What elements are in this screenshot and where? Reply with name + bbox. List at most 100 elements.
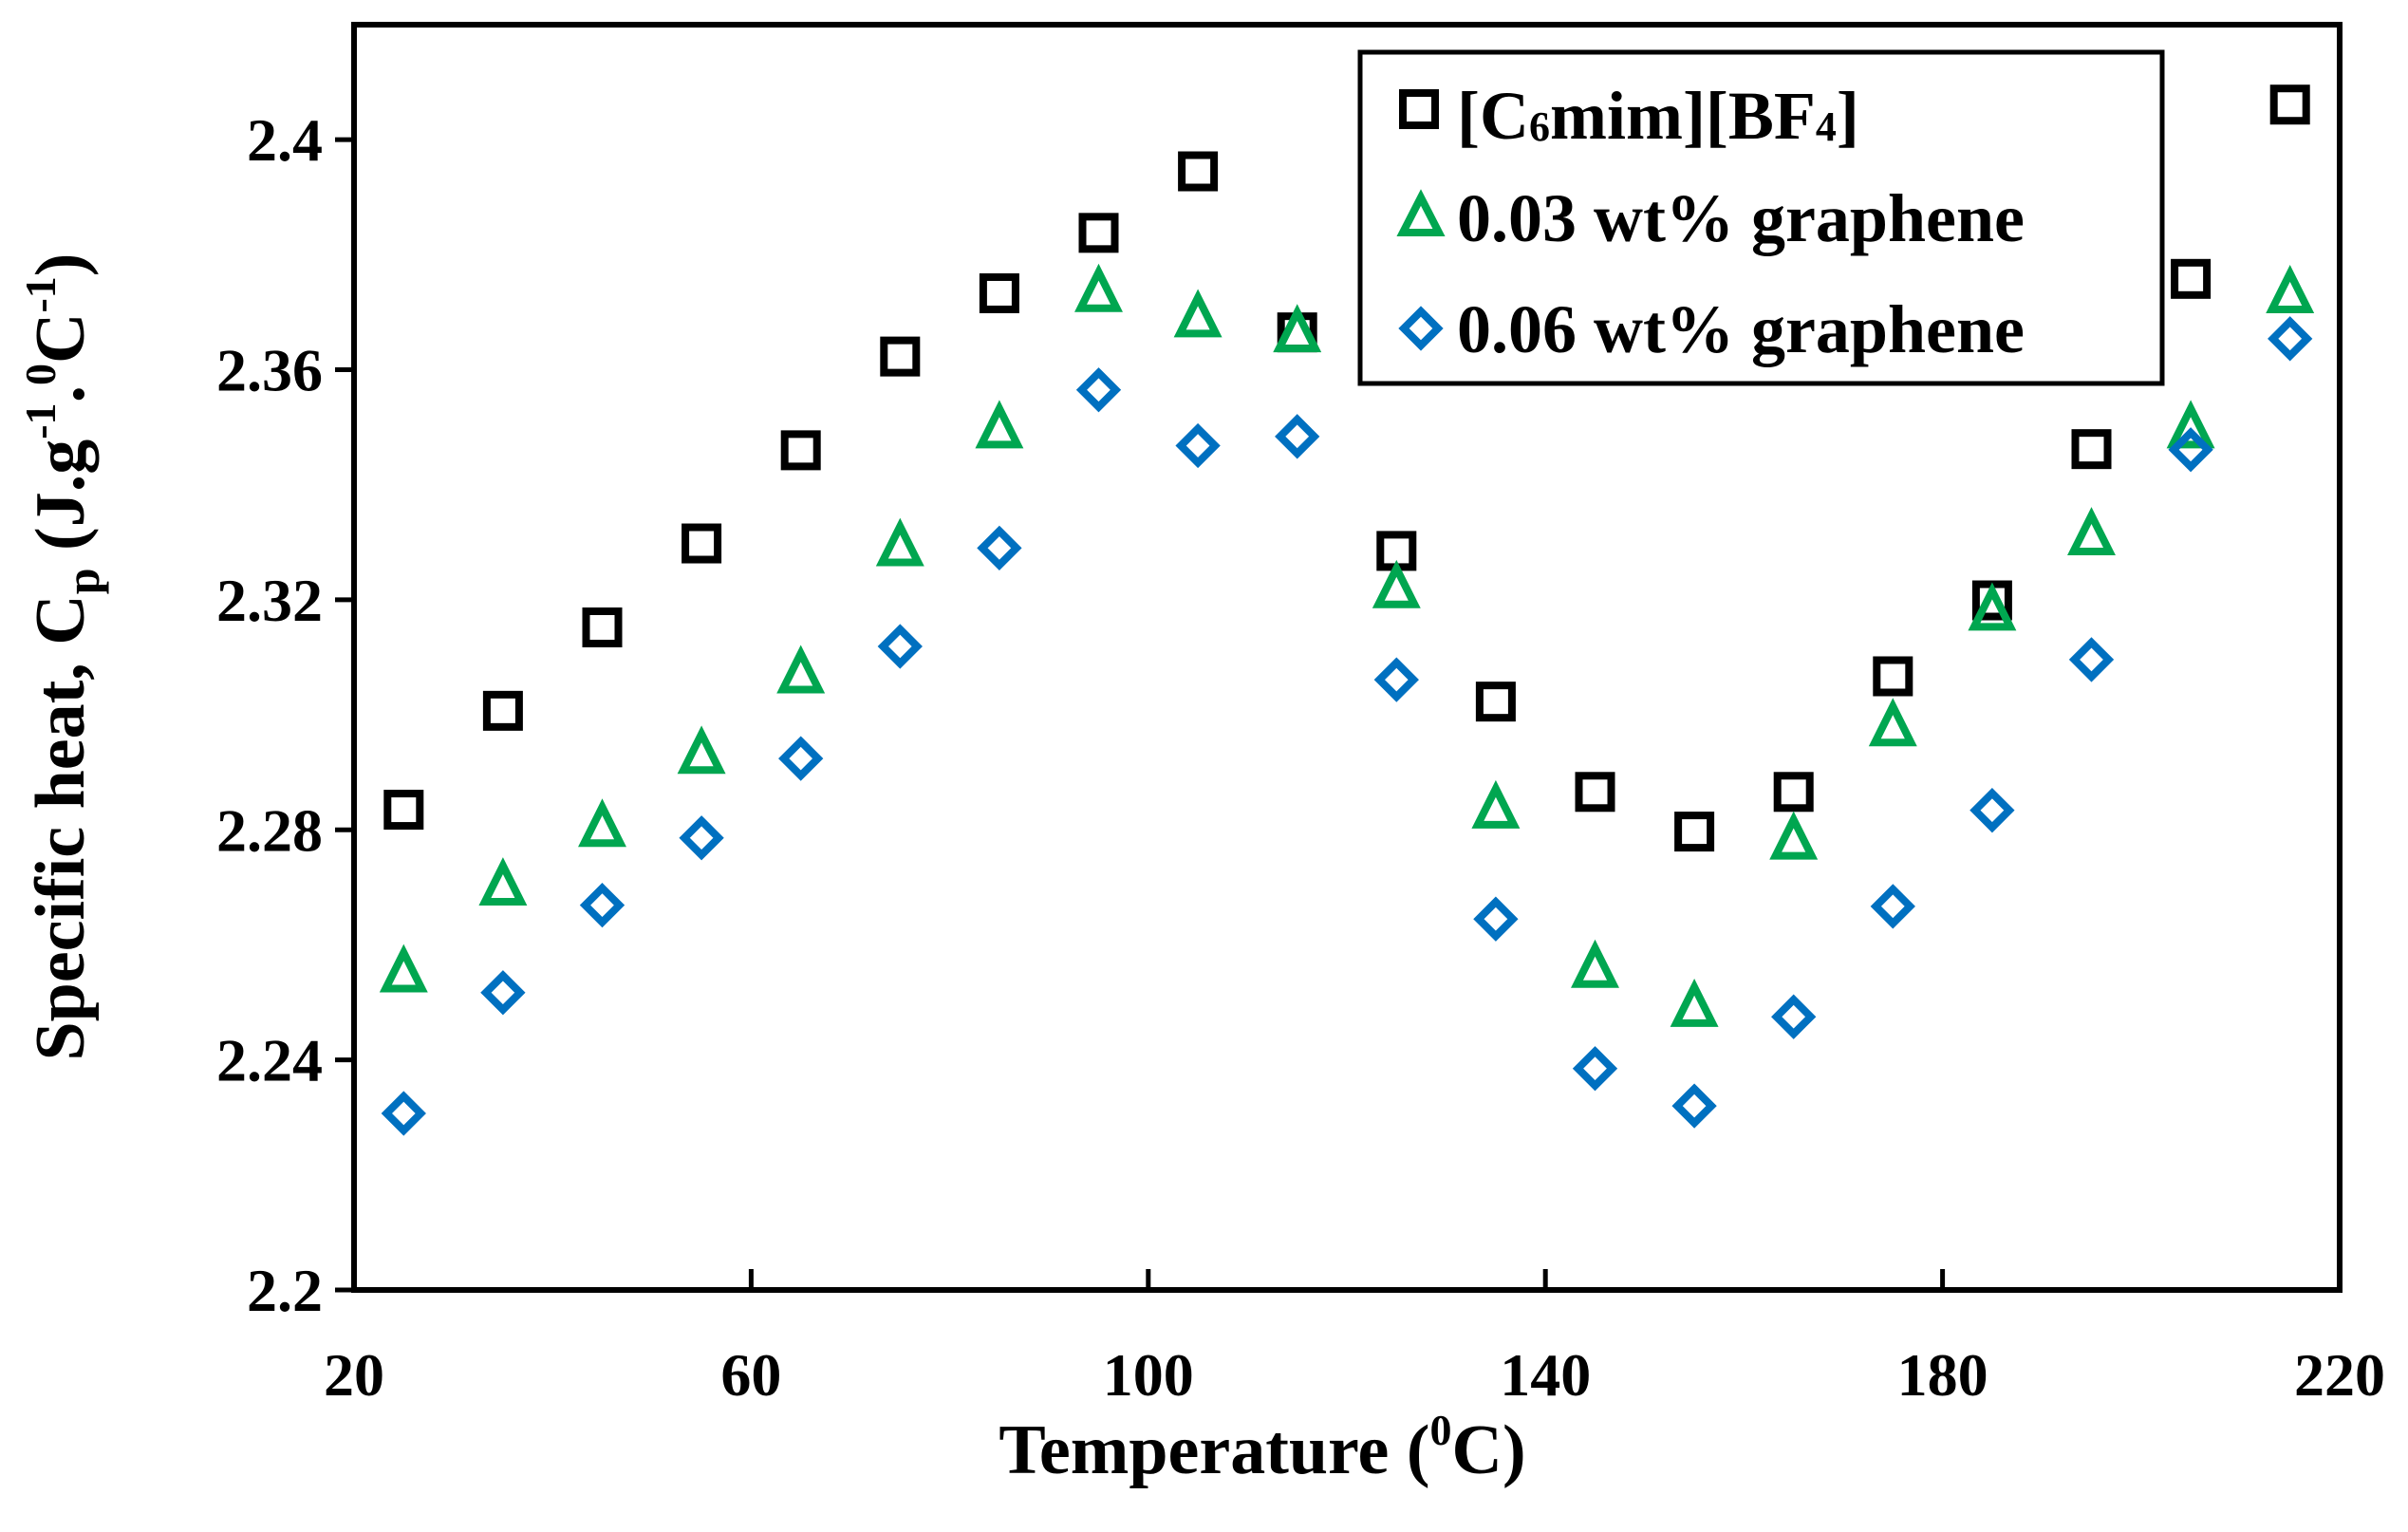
data-point-square — [2269, 84, 2310, 125]
y-tick-label: 2.4 — [247, 106, 323, 174]
legend-entry-pure-il: [C6mim][BF4] — [1399, 78, 1859, 154]
x-tick-label: 140 — [1500, 1341, 1591, 1409]
y-axis-title-sup1: -1 — [16, 402, 65, 439]
data-point-triangle — [2266, 265, 2315, 313]
data-point-diamond — [1572, 1046, 1618, 1092]
data-point-triangle — [875, 517, 924, 567]
data-point-square — [780, 430, 821, 471]
data-point-diamond — [977, 525, 1022, 571]
legend-label-003-graphene: 0.03 wt% graphene — [1457, 180, 2025, 256]
data-point-triangle — [379, 943, 428, 993]
y-axis-title-part-c: . — [22, 385, 100, 403]
x-tick-label: 60 — [720, 1341, 781, 1409]
legend-triangle-marker-icon — [1396, 189, 1446, 236]
data-point-square — [482, 690, 523, 731]
data-point-triangle — [1173, 289, 1223, 338]
y-axis-title-part-d: C — [22, 313, 100, 364]
legend-diamond-marker-icon — [1398, 306, 1444, 351]
data-point-square — [2171, 258, 2212, 299]
data-point-triangle — [1968, 582, 2017, 631]
y-axis-title-sup2: 0 — [16, 364, 65, 385]
data-point-diamond — [877, 624, 923, 669]
data-point-diamond — [1175, 422, 1221, 469]
data-point-diamond — [2068, 637, 2115, 682]
data-point-diamond — [1075, 367, 1122, 413]
data-point-diamond — [1473, 896, 1519, 942]
data-point-diamond — [1969, 788, 2015, 833]
data-point-triangle — [1372, 559, 1421, 608]
legend-label-pure-il: [C6mim][BF4] — [1457, 78, 1859, 154]
data-point-triangle — [677, 725, 726, 775]
x-tick-label: 100 — [1103, 1341, 1194, 1409]
x-tick-label: 180 — [1897, 1341, 1988, 1409]
data-point-triangle — [1074, 263, 1123, 312]
data-point-triangle — [1471, 779, 1521, 829]
y-axis-title-part-e: ) — [22, 253, 100, 277]
x-axis-title: Temperature (0C) — [999, 1406, 1525, 1489]
legend-entry-006-graphene: 0.06 wt% graphene — [1398, 291, 2025, 367]
data-point-square — [880, 336, 921, 377]
y-axis-tick-labels: 2.2 2.24 2.28 2.32 2.36 2.4 — [216, 106, 323, 1324]
data-point-square — [1773, 772, 1814, 813]
data-point-diamond — [1275, 414, 1320, 459]
x-axis-tick-labels: 20 60 100 140 180 220 — [324, 1341, 2385, 1409]
data-point-square — [1078, 213, 1119, 253]
data-point-triangle — [578, 798, 626, 848]
y-tick-label: 2.32 — [216, 567, 323, 634]
data-point-triangle — [1273, 304, 1322, 353]
data-point-square — [1475, 682, 1516, 722]
y-axis-title-part-b: (J.g — [22, 439, 100, 569]
data-point-triangle — [776, 645, 826, 694]
x-axis-title-sup: 0 — [1430, 1406, 1452, 1454]
legend-entry-003-graphene: 0.03 wt% graphene — [1396, 180, 2025, 256]
x-axis-title-tail: C) — [1452, 1411, 1526, 1489]
y-tick-label: 2.36 — [216, 337, 323, 404]
data-point-square — [681, 523, 722, 564]
data-point-square — [383, 790, 424, 831]
x-axis-ticks — [351, 1269, 2343, 1290]
data-point-triangle — [2067, 507, 2116, 556]
data-point-triangle — [478, 857, 528, 906]
legend-box — [1357, 49, 2165, 386]
y-axis-title-sub: p — [56, 568, 109, 594]
legend-square-marker-icon — [1399, 89, 1439, 129]
y-tick-label: 2.2 — [247, 1257, 323, 1324]
data-point-diamond — [480, 970, 526, 1016]
x-tick-label: 20 — [324, 1341, 384, 1409]
data-point-triangle — [1670, 978, 1719, 1027]
plot-area-frame — [351, 22, 2343, 1293]
data-point-diamond — [381, 1091, 426, 1136]
legend: [C6mim][BF4] 0.03 wt% graphene 0.06 wt% … — [1357, 49, 2165, 386]
data-point-square — [1873, 656, 1913, 697]
y-axis-title-part-a: Specific heat, C — [22, 594, 100, 1060]
y-axis-ticks — [335, 137, 354, 1293]
data-point-triangle — [1769, 811, 1819, 860]
data-point-diamond — [1771, 994, 1817, 1039]
data-point-diamond — [2168, 427, 2213, 473]
data-point-square — [582, 607, 623, 647]
x-axis-title-main: Temperature ( — [999, 1411, 1429, 1489]
data-point-triangle — [975, 400, 1024, 449]
data-point-diamond — [1373, 657, 1419, 702]
data-point-diamond — [579, 882, 625, 928]
data-point-square — [979, 272, 1019, 313]
data-point-triangle — [1868, 698, 1917, 747]
x-tick-label: 220 — [2294, 1341, 2385, 1409]
data-point-diamond — [679, 815, 724, 861]
data-point-triangle — [1571, 939, 1619, 988]
data-point-square — [1674, 812, 1715, 852]
data-point-square — [1178, 151, 1219, 192]
y-tick-label: 2.24 — [216, 1027, 323, 1094]
data-point-diamond — [778, 736, 824, 781]
y-axis-title-sup3: -1 — [16, 276, 65, 312]
y-tick-label: 2.28 — [216, 796, 323, 864]
series-diamond — [381, 316, 2313, 1136]
data-point-square — [1575, 772, 1615, 813]
data-point-diamond — [1671, 1083, 1717, 1129]
data-point-diamond — [1870, 884, 1915, 929]
data-point-square — [2071, 429, 2112, 470]
legend-label-006-graphene: 0.06 wt% graphene — [1457, 291, 2025, 367]
data-series-layer — [379, 84, 2315, 1136]
